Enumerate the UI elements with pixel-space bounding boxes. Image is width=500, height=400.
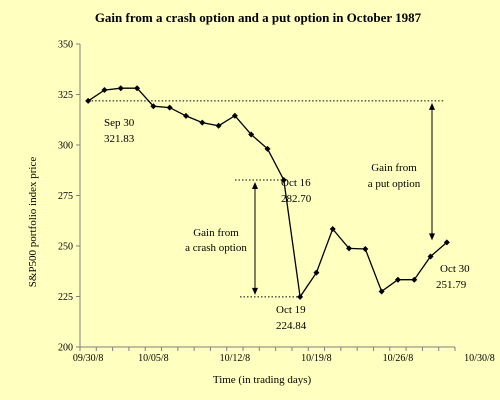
- data-point: [134, 85, 141, 92]
- x-tick-label: 10/12/8: [220, 353, 251, 364]
- x-tick-label: 10/30/8: [464, 353, 495, 364]
- data-point: [394, 276, 401, 283]
- arrow-head-bottom: [252, 287, 258, 295]
- data-point: [150, 103, 157, 110]
- x-tick-label: 10/19/8: [301, 353, 332, 364]
- data-point: [166, 104, 173, 111]
- gain-arrows: [252, 102, 435, 295]
- reference-lines: [88, 100, 447, 298]
- annotation-crash-option-line2: a crash option: [185, 242, 247, 254]
- arrow-head-bottom: [429, 233, 435, 241]
- data-point: [182, 112, 189, 119]
- series-polyline: [87, 87, 448, 299]
- y-axis-label: S&P500 portfolio index price: [27, 157, 39, 288]
- x-axis: 09/30/8 10/05/8 10/12/8 10/19/8 10/26/8 10/30…: [73, 346, 495, 364]
- x-tick-label: 10/05/8: [138, 353, 169, 364]
- y-tick-label: 300: [58, 141, 73, 152]
- chart-title: Gain from a crash option and a put optio…: [95, 10, 422, 25]
- y-tick-label: 275: [58, 191, 73, 202]
- put-option-arrow: [429, 102, 435, 241]
- data-point: [378, 288, 385, 295]
- annotation-sep30-date: Sep 30: [104, 117, 135, 129]
- x-axis-label: Time (in trading days): [213, 374, 312, 386]
- y-tick-label: 225: [58, 292, 73, 303]
- y-tick-label: 325: [58, 90, 73, 101]
- data-point: [215, 122, 222, 129]
- data-point: [427, 253, 434, 260]
- arrow-head-top: [429, 102, 435, 110]
- annotation-crash-option-line1: Gain from: [193, 227, 239, 239]
- annotation-sep30-value: 321.83: [104, 133, 135, 145]
- series-line: [85, 85, 450, 300]
- annotation-oct30-date: Oct 30: [440, 263, 470, 275]
- x-tick-label: 09/30/8: [73, 353, 104, 364]
- data-point: [231, 112, 238, 119]
- data-point: [329, 226, 336, 233]
- data-point: [313, 269, 320, 276]
- annotation-oct19-date: Oct 19: [276, 304, 306, 316]
- data-point: [117, 85, 124, 92]
- y-axis: 200 225 250 275 300 325 350: [58, 40, 81, 354]
- data-point: [248, 131, 255, 138]
- data-point: [362, 246, 369, 253]
- arrow-head-top: [252, 181, 258, 189]
- annotation-put-option-line1: Gain from: [371, 162, 417, 174]
- data-point: [411, 276, 418, 283]
- data-point: [264, 145, 271, 152]
- data-point: [199, 119, 206, 126]
- x-tick-label: 10/26/8: [383, 353, 414, 364]
- data-point: [85, 97, 92, 104]
- y-tick-label: 350: [58, 40, 73, 51]
- data-point: [443, 239, 450, 246]
- crash-option-arrow: [252, 181, 258, 295]
- data-point: [101, 87, 108, 94]
- annotation-oct16-date: Oct 16: [281, 177, 311, 189]
- annotation-put-option-line2: a put option: [368, 178, 421, 190]
- y-tick-label: 200: [58, 343, 73, 354]
- data-point: [346, 245, 353, 252]
- data-point: [280, 176, 287, 183]
- data-point: [297, 293, 304, 300]
- annotation-oct19-value: 224.84: [276, 320, 307, 332]
- annotation-oct30-value: 251.79: [436, 279, 467, 291]
- y-tick-label: 250: [58, 242, 73, 253]
- annotation-oct16-value: 282.70: [281, 193, 312, 205]
